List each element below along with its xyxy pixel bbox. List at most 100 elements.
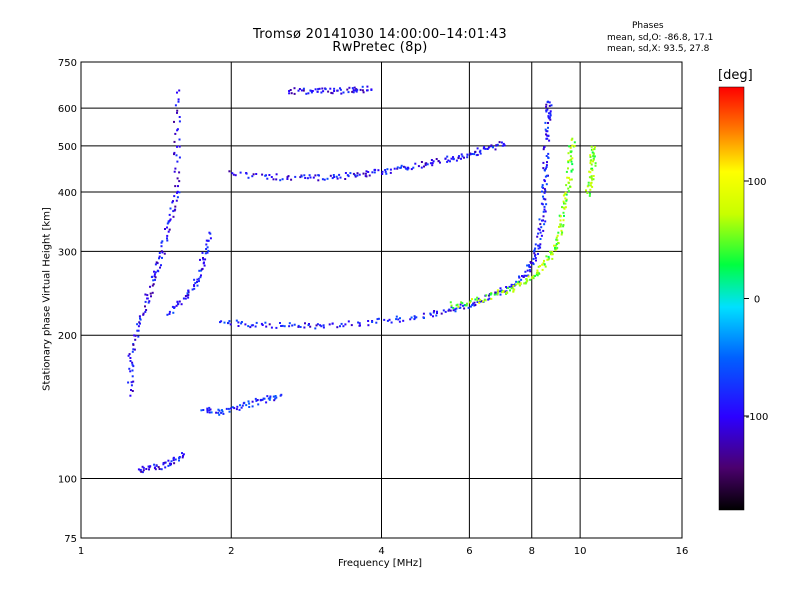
echo-point [307,324,310,327]
echo-point [482,147,485,150]
echo-point [515,280,518,283]
echo-point [291,324,294,327]
echo-point [475,154,478,157]
echo-point [375,321,378,324]
echo-point [589,171,592,174]
echo-point [532,274,535,277]
x-axis-label: Frequency [MHz] [337,558,423,569]
echo-point [241,404,244,407]
echo-point [174,132,177,135]
echo-point [270,176,273,178]
echo-point [546,174,548,177]
echo-point [444,157,447,160]
echo-point [498,290,501,293]
echo-point [545,255,548,258]
echo-point [358,173,361,176]
echo-point [294,175,297,178]
echo-point [169,207,172,210]
echo-point [536,235,539,238]
echo-point [398,320,401,323]
echo-point [531,276,534,279]
echo-point [544,121,547,124]
echo-point [510,287,513,290]
echo-point [473,301,476,304]
echo-point [407,166,409,169]
echo-point [543,208,546,211]
echo-point [359,88,362,91]
echo-point [247,400,250,403]
echo-point [184,297,187,300]
echo-point [550,253,553,256]
echo-point [523,282,526,285]
echo-point [420,161,423,163]
echo-point [529,261,532,263]
echo-point [225,407,228,410]
echo-point [129,360,132,362]
echo-point [442,309,445,312]
echo-point [344,172,347,174]
echo-point [339,88,342,91]
echo-point [134,338,137,341]
echo-point [420,166,423,169]
echo-point [169,218,172,221]
echo-point [550,252,553,255]
echo-point [176,91,178,94]
echo-point [424,164,427,167]
echo-point [173,195,176,198]
echo-point [322,324,325,327]
echo-point [344,323,347,326]
echo-point [543,191,546,194]
echo-point [450,306,453,309]
echo-point [488,297,491,300]
echo-point [388,318,391,321]
echo-point [362,172,365,175]
echo-point [446,155,449,158]
echo-point [136,329,139,332]
echo-point [523,274,526,277]
echo-point [589,184,592,187]
echo-point [198,280,200,283]
echo-point [130,384,133,387]
echo-point [199,276,202,279]
echo-point [405,167,408,170]
echo-point [542,195,544,198]
echo-point [567,190,570,193]
echo-point [400,164,403,167]
echo-point [591,151,594,154]
echo-point [290,92,293,95]
echo-point [181,452,183,455]
echo-point [200,269,202,272]
echo-point [144,293,147,296]
echo-point [537,271,540,274]
echo-point [173,306,176,309]
echo-point [409,318,412,321]
echo-point [154,276,157,279]
echo-point [164,466,167,469]
echo-point [469,300,472,303]
echo-point [297,89,300,92]
echo-point [488,294,490,297]
echo-point [129,370,132,373]
echo-point [512,285,515,287]
echo-point [439,161,441,164]
echo-point [432,311,435,314]
echo-point [338,173,341,176]
echo-point [232,173,235,176]
echo-point [240,321,243,323]
echo-point [479,149,482,152]
echo-point [593,146,596,149]
echo-point [473,304,476,307]
echo-point [176,160,179,163]
echo-point [537,265,540,268]
echo-point [166,237,168,240]
echo-point [543,259,545,262]
echo-point [471,304,474,307]
echo-point [202,258,205,261]
echo-point [227,407,230,410]
echo-point [333,90,336,92]
echo-point [436,310,438,313]
echo-point [566,176,569,179]
echo-point [564,206,567,209]
echo-point [563,193,566,196]
